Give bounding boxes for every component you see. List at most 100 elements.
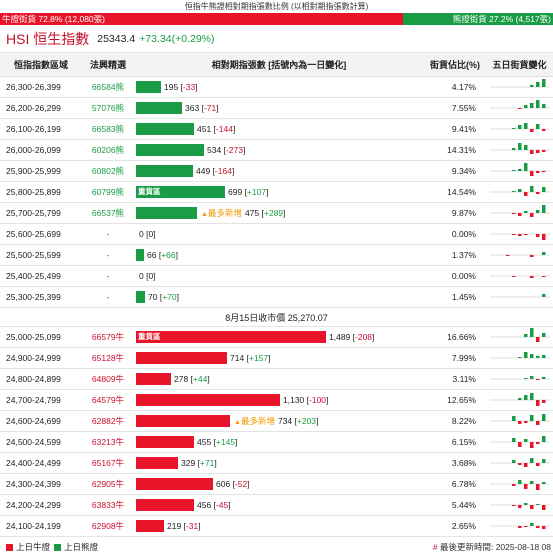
range-cell: 26,300-26,399 [0,76,82,98]
product-code[interactable]: 66579牛 [82,326,134,348]
bracket-open: [ [230,479,235,489]
bull-bear-ratio-bar: 牛證街貨 72.8% (12,080張) 熊證街貨 27.2% (4,517張) [0,13,553,25]
amount-value: 455 [197,437,212,447]
product-code[interactable]: 62905牛 [82,473,134,495]
product-code[interactable]: 60802熊 [82,160,134,182]
sparkline-bar [530,171,534,176]
five-day-sparkline-cell [486,494,553,516]
sparkline-bar [524,439,528,442]
bracket-close: ] [175,250,178,260]
bracket-close: ] [235,437,238,447]
table-row: 26,300-26,399 66584熊 195 [-33] 4.17% [0,76,553,98]
sparkline-bar [536,504,540,505]
sparkline-bar [524,105,528,108]
sparkline-bar [530,458,534,463]
sparkline-bar [518,526,522,528]
contracts-bar-wrap: 363 [-71] [134,98,424,118]
sparkline-bar [536,356,540,358]
sparkline-bar [518,505,522,508]
product-code[interactable]: 63833牛 [82,494,134,516]
bracket-open: [ [292,416,297,426]
product-code[interactable]: 62882牛 [82,410,134,432]
sparkline-bar [518,357,522,358]
one-day-change: +44 [192,374,208,384]
range-cell: 24,500-24,599 [0,431,82,453]
contracts-bar-wrap: 重貨區 1,489 [-208] [134,327,424,347]
sparkline-bar [542,104,546,108]
sparkline-bar [530,213,534,217]
sparkline-bar [524,395,528,400]
sparkline-bar [542,171,546,172]
ratio-cell: 7.55% [424,97,486,119]
one-day-change: -71 [203,103,217,113]
sparkline-bar [518,189,522,192]
one-day-change: +66 [161,250,176,260]
sparkline-bar [518,143,522,150]
table-row: 25,500-25,599- 66 [+66] 1.37% [0,244,553,266]
product-code[interactable]: 60206熊 [82,139,134,161]
contracts-cell: ▲最多新增 475 [+289] [134,202,424,224]
sparkline-bar [524,163,528,171]
one-day-change: -144 [215,124,233,134]
five-day-sparkline-cell [486,97,553,119]
product-code[interactable]: 65167牛 [82,452,134,474]
table-row: 25,700-25,799 66537熊 ▲最多新增 475 [+289] 9.87% [0,202,553,224]
bracket-open: [ [156,250,162,260]
five-day-sparkline-cell [486,286,553,308]
product-code[interactable]: 66584熊 [82,76,134,98]
up-triangle-icon: ▲ [201,211,208,218]
sparkline-bar [536,124,540,129]
five-day-sparkline-cell [486,181,553,203]
product-code[interactable]: 66583熊 [82,118,134,140]
heavy-zone-label: 重貨區 [138,187,161,196]
product-code[interactable]: 62908牛 [82,515,134,537]
bull-ratio-segment: 牛證街貨 72.8% (12,080張) [0,13,403,25]
sparkline-bar [518,234,522,236]
five-day-sparkline-cell [486,244,553,266]
product-code[interactable]: 63213牛 [82,431,134,453]
ratio-cell: 5.44% [424,494,486,516]
sparkline-bar [542,459,546,463]
sparkline-bar [542,129,546,131]
contracts-bar-wrap: 449 [-164] [134,161,424,181]
sparkline-bar [512,234,516,235]
five-day-sparkline-cell [486,515,553,537]
product-code[interactable]: 60799熊 [82,181,134,203]
sparkline-bar [530,129,534,132]
five-day-sparkline-cell [486,368,553,390]
product-code[interactable]: 64809牛 [82,368,134,390]
one-day-change: -208 [355,332,373,342]
product-code[interactable]: 57076熊 [82,97,134,119]
sparkline-bar [518,442,522,447]
product-code[interactable]: 66537熊 [82,202,134,224]
amount-value: 714 [230,353,245,363]
contracts-bar-wrap: 重貨區 699 [+107] [134,182,424,202]
amount-value: 329 [181,458,196,468]
range-cell: 25,400-25,499 [0,265,82,287]
index-name: HSI 恒生指數 [6,30,90,47]
bracket-close: ] [316,416,319,426]
range-cell: 26,200-26,299 [0,97,82,119]
one-day-change: +203 [296,416,317,426]
sparkline-bar [524,484,528,489]
table-row: 25,900-25,999 60802熊 449 [-164] 9.34% [0,160,553,182]
sparkline-bar [512,438,516,442]
contracts-bar-wrap: 219 [-31] [134,516,424,536]
one-day-change: 0 [148,271,154,281]
sparkline-bar [542,355,546,358]
sparkline-bar [512,484,516,486]
col-header-range: 恒指指數區域 [0,53,82,77]
amount-value: 0 [139,271,144,281]
product-code[interactable]: 65128牛 [82,347,134,369]
contracts-bar-wrap: 714 [+157] [134,348,424,368]
sparkline-bar [518,125,522,129]
five-day-sparkline-cell [486,139,553,161]
sparkline-svg [490,123,550,132]
product-code[interactable]: 64579牛 [82,389,134,411]
contracts-bar: 重貨區 [136,331,326,343]
contracts-cell: 219 [-31] [134,515,424,537]
bracket-open: [ [221,145,226,155]
index-value: 25343.4 [97,32,136,45]
ratio-cell: 0.00% [424,265,486,287]
contracts-bar [136,165,193,177]
